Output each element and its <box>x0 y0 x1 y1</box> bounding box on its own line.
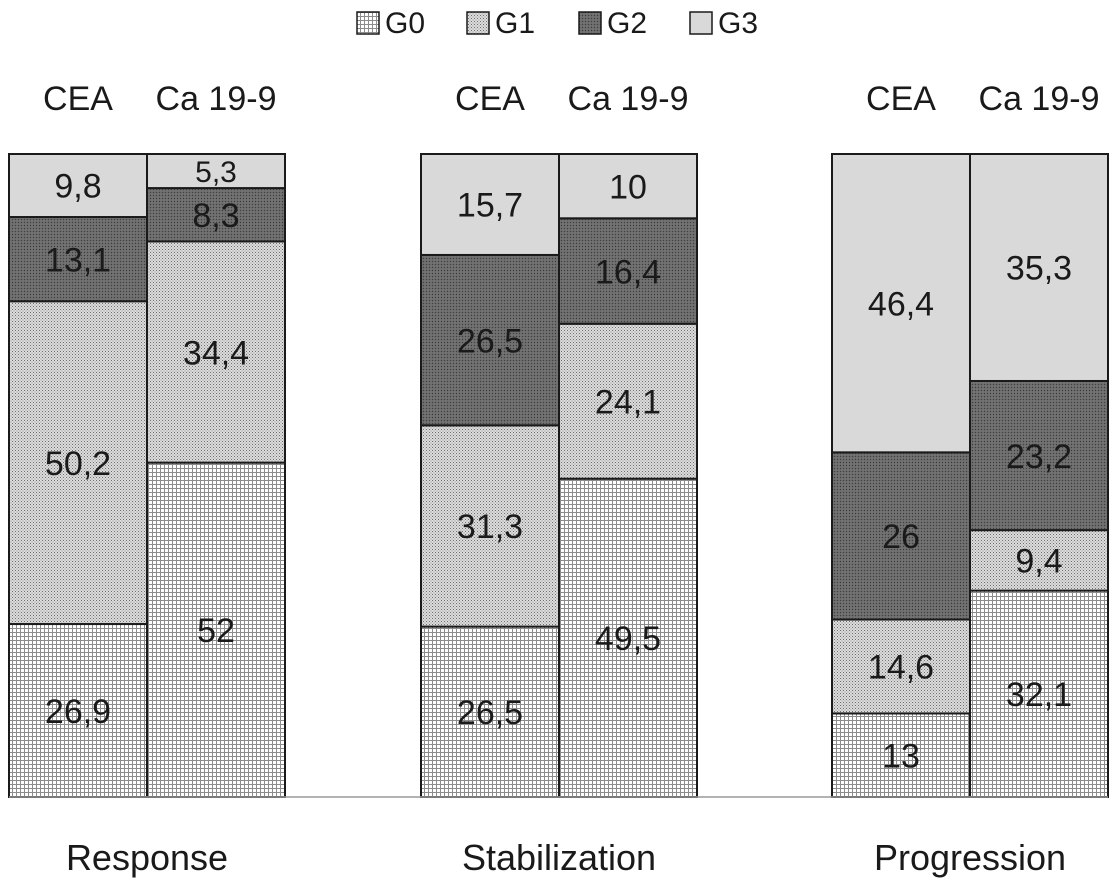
data-label: 46,4 <box>868 285 934 323</box>
data-label: 23,2 <box>1006 438 1072 476</box>
data-label: 32,1 <box>1006 676 1072 714</box>
plot-area: 26,9 50,2 13,1 9,8 CEA 52 34,4 8,3 5,3 Ca 19-9 Res… <box>8 80 1109 878</box>
legend-item-g1: G1 <box>466 7 535 40</box>
bar-cea: 13 14,6 26 46,4 CEA <box>831 80 971 798</box>
segment-g0 <box>969 589 1109 798</box>
legend-item-g2: G2 <box>578 7 647 40</box>
bar-category-label: CEA <box>866 80 936 118</box>
legend: G0 G1 G2 G3 <box>356 7 758 40</box>
data-label: 14,6 <box>868 649 934 687</box>
group-label: Progression <box>874 837 1066 878</box>
group-progression: 13 14,6 26 46,4 CEA 32,1 9,4 23,2 35,3 Ca 19-9 Pro… <box>831 80 1109 878</box>
group-label: Response <box>66 837 228 878</box>
bar-category-label: Ca 19-9 <box>568 80 689 118</box>
bar-category-label: Ca 19-9 <box>979 80 1100 118</box>
data-label: 26 <box>882 518 920 556</box>
segment-g3 <box>558 153 698 220</box>
data-label: 31,3 <box>457 508 523 546</box>
segment-g2 <box>969 379 1109 532</box>
data-label: 13,1 <box>45 241 111 279</box>
group-response: 26,9 50,2 13,1 9,8 CEA 52 34,4 8,3 5,3 Ca 19-9 Res… <box>8 80 286 878</box>
data-label: 49,5 <box>595 620 661 658</box>
segment-g3 <box>146 153 286 190</box>
legend-swatch <box>578 11 602 35</box>
data-label: 26,5 <box>457 694 523 732</box>
data-label: 34,4 <box>183 334 249 372</box>
data-label: 26,9 <box>45 693 111 731</box>
bar-cea: 26,9 50,2 13,1 9,8 CEA <box>8 80 148 799</box>
segment-g0 <box>8 623 148 799</box>
data-label: 5,3 <box>195 156 237 189</box>
segment-g1 <box>831 618 971 715</box>
segment-g2 <box>558 217 698 325</box>
data-label: 10 <box>609 168 647 206</box>
segment-g3 <box>831 153 971 454</box>
bar-ca-19-9: 52 34,4 8,3 5,3 Ca 19-9 <box>146 80 286 798</box>
legend-label: G3 <box>718 7 758 40</box>
segment-g3 <box>420 153 560 256</box>
segment-g1 <box>8 300 148 626</box>
data-label: 26,5 <box>457 322 523 360</box>
legend-swatch <box>689 11 713 35</box>
segment-g3 <box>969 153 1109 382</box>
segment-g0 <box>146 461 286 798</box>
segment-g0 <box>558 477 698 798</box>
legend-label: G1 <box>495 7 535 40</box>
bar-category-label: Ca 19-9 <box>156 80 277 118</box>
legend-label: G2 <box>607 7 647 40</box>
legend-swatch <box>466 11 490 35</box>
data-label: 8,3 <box>192 197 239 235</box>
data-label: 16,4 <box>595 253 661 291</box>
segment-g2 <box>831 451 971 621</box>
data-label: 50,2 <box>45 445 111 483</box>
bar-category-label: CEA <box>455 80 525 118</box>
data-label: 15,7 <box>457 187 523 225</box>
bar-cea: 26,5 31,3 26,5 15,7 CEA <box>420 80 560 798</box>
group-label: Stabilization <box>462 837 656 878</box>
group-stabilization: 26,5 31,3 26,5 15,7 CEA 49,5 24,1 16,4 10 Ca 19-9… <box>420 80 698 878</box>
legend-item-g3: G3 <box>689 7 758 40</box>
legend-swatch <box>356 11 380 35</box>
data-label: 9,8 <box>54 168 101 206</box>
bar-ca-19-9: 49,5 24,1 16,4 10 Ca 19-9 <box>558 80 698 798</box>
segment-g1 <box>420 424 560 628</box>
data-label: 13 <box>882 737 920 775</box>
legend-item-g0: G0 <box>356 7 425 40</box>
data-label: 52 <box>197 612 235 650</box>
segment-g1 <box>146 240 286 464</box>
data-label: 9,4 <box>1015 543 1062 581</box>
bar-category-label: CEA <box>43 80 113 118</box>
legend-label: G0 <box>385 7 425 40</box>
data-label: 24,1 <box>595 383 661 421</box>
segment-g0 <box>831 712 971 798</box>
bar-ca-19-9: 32,1 9,4 23,2 35,3 Ca 19-9 <box>969 80 1109 798</box>
segment-g2 <box>146 187 286 243</box>
data-label: 35,3 <box>1006 250 1072 288</box>
